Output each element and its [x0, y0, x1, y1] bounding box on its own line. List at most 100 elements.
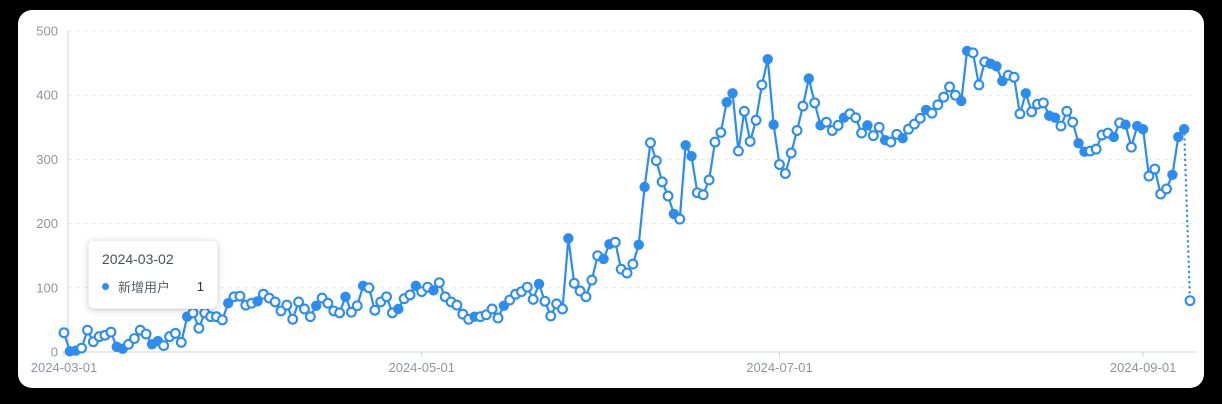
data-point[interactable]	[82, 324, 93, 336]
data-point[interactable]	[645, 137, 656, 149]
data-point[interactable]	[938, 91, 950, 103]
data-point-filled[interactable]	[1167, 169, 1178, 181]
data-point[interactable]	[1161, 183, 1172, 195]
data-point[interactable]	[779, 168, 791, 179]
data-point[interactable]	[850, 112, 862, 124]
data-point-filled[interactable]	[1108, 131, 1119, 143]
data-point[interactable]	[662, 190, 674, 202]
data-point[interactable]	[234, 290, 246, 302]
data-point[interactable]	[1184, 295, 1196, 307]
data-point-filled[interactable]	[1137, 124, 1149, 135]
data-point[interactable]	[216, 314, 228, 326]
data-point[interactable]	[867, 130, 879, 142]
data-point[interactable]	[709, 136, 721, 148]
data-point[interactable]	[744, 135, 756, 147]
data-point[interactable]	[1067, 116, 1079, 128]
data-point[interactable]	[1125, 141, 1137, 153]
data-point[interactable]	[58, 327, 70, 339]
data-point[interactable]	[580, 291, 592, 303]
data-point-filled[interactable]	[680, 140, 691, 151]
data-point[interactable]	[656, 176, 668, 188]
data-point[interactable]	[791, 125, 803, 136]
data-point[interactable]	[363, 282, 375, 294]
data-point[interactable]	[932, 99, 944, 111]
data-point[interactable]	[193, 322, 205, 334]
data-point[interactable]	[451, 299, 463, 311]
data-point-filled[interactable]	[1178, 124, 1190, 135]
data-point[interactable]	[873, 121, 885, 133]
data-point[interactable]	[527, 293, 539, 305]
data-point[interactable]	[1014, 108, 1026, 120]
data-point[interactable]	[293, 296, 305, 308]
data-point-filled[interactable]	[762, 54, 773, 65]
data-point[interactable]	[140, 328, 152, 340]
data-point[interactable]	[586, 274, 598, 286]
data-point[interactable]	[175, 336, 187, 348]
data-point[interactable]	[1026, 106, 1038, 118]
data-point[interactable]	[832, 119, 844, 131]
data-point[interactable]	[304, 311, 316, 323]
data-point-filled[interactable]	[956, 95, 967, 107]
data-point[interactable]	[351, 300, 363, 312]
data-point[interactable]	[697, 189, 709, 201]
data-point[interactable]	[944, 81, 956, 93]
data-point[interactable]	[492, 312, 504, 324]
data-point[interactable]	[1061, 105, 1073, 117]
data-point[interactable]	[521, 281, 533, 293]
data-point[interactable]	[169, 327, 181, 339]
data-point[interactable]	[732, 145, 744, 157]
data-point-filled[interactable]	[1120, 119, 1131, 130]
data-point-filled[interactable]	[1049, 112, 1061, 123]
data-point[interactable]	[756, 79, 768, 91]
data-point[interactable]	[158, 340, 170, 352]
data-point[interactable]	[621, 267, 633, 279]
data-point[interactable]	[885, 136, 897, 148]
data-point-filled[interactable]	[533, 278, 545, 290]
data-point-filled[interactable]	[563, 233, 574, 244]
data-point-filled[interactable]	[803, 73, 815, 84]
data-point[interactable]	[973, 79, 985, 91]
data-point[interactable]	[269, 296, 281, 308]
data-point[interactable]	[609, 236, 621, 248]
data-point[interactable]	[334, 307, 346, 319]
data-point[interactable]	[381, 291, 393, 303]
data-point[interactable]	[750, 114, 762, 126]
data-point-filled[interactable]	[252, 296, 263, 307]
data-point-filled[interactable]	[768, 119, 779, 130]
data-point[interactable]	[287, 313, 299, 325]
data-point-filled[interactable]	[633, 239, 644, 250]
data-point[interactable]	[1008, 71, 1020, 83]
data-point[interactable]	[674, 213, 686, 225]
data-point[interactable]	[1149, 163, 1161, 175]
data-point-filled[interactable]	[1073, 138, 1084, 149]
data-point[interactable]	[627, 258, 639, 270]
data-point-filled[interactable]	[340, 291, 351, 302]
data-point[interactable]	[1037, 97, 1049, 109]
data-point[interactable]	[345, 306, 357, 318]
data-point[interactable]	[809, 97, 821, 109]
data-point[interactable]	[433, 277, 445, 289]
data-point[interactable]	[568, 277, 580, 289]
data-point[interactable]	[1143, 170, 1155, 182]
data-point-filled[interactable]	[1173, 131, 1184, 143]
data-point[interactable]	[715, 126, 727, 138]
data-point-filled[interactable]	[862, 120, 873, 131]
data-point[interactable]	[967, 47, 979, 59]
data-point-filled[interactable]	[393, 303, 404, 315]
data-point-filled[interactable]	[897, 133, 908, 144]
data-point[interactable]	[785, 147, 797, 159]
data-point[interactable]	[650, 155, 662, 167]
data-point[interactable]	[539, 295, 551, 307]
data-point-filled[interactable]	[727, 88, 738, 99]
data-point[interactable]	[369, 304, 381, 316]
data-point[interactable]	[545, 310, 557, 322]
data-point-filled[interactable]	[1020, 88, 1031, 99]
data-point[interactable]	[703, 174, 715, 186]
data-point[interactable]	[128, 333, 140, 344]
data-point[interactable]	[404, 289, 416, 301]
data-point-filled[interactable]	[428, 285, 439, 296]
data-point[interactable]	[298, 303, 310, 315]
data-point[interactable]	[486, 303, 498, 315]
data-point[interactable]	[926, 107, 938, 119]
